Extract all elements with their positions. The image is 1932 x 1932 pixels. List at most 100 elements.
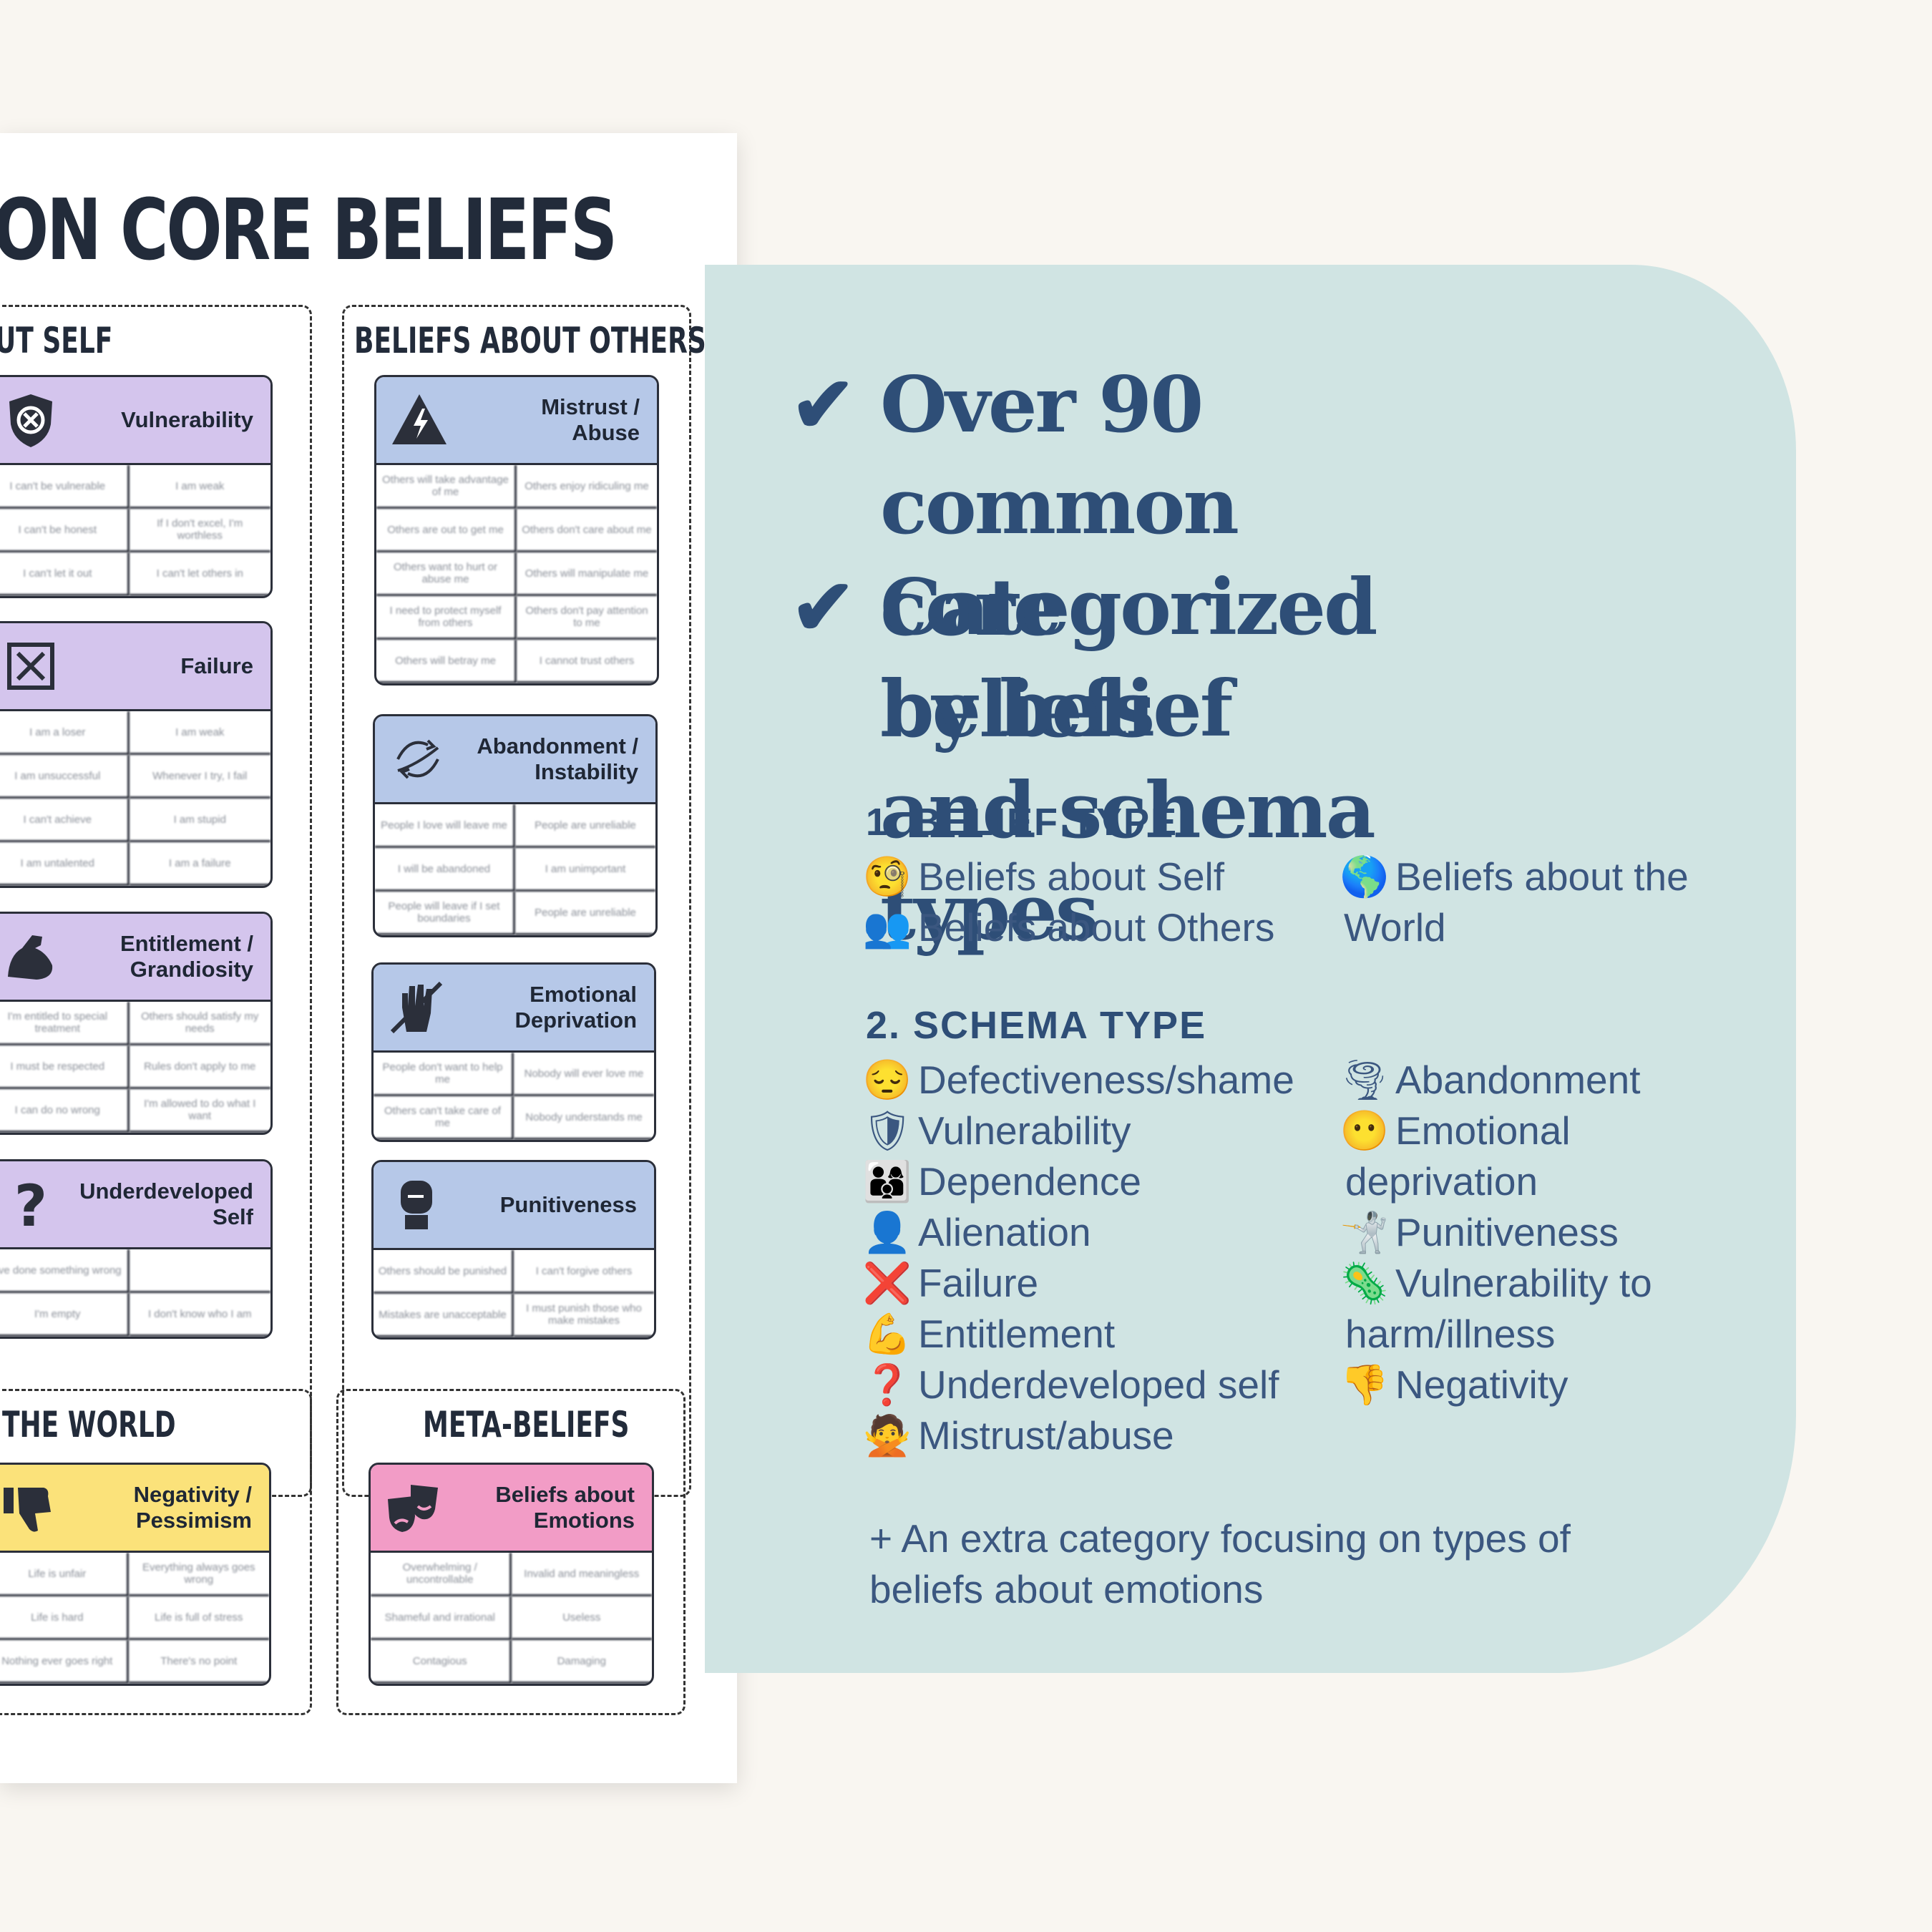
belief-cell: I must punish those who make mistakes: [514, 1294, 654, 1337]
schema-emoji-icon: 🌪: [1340, 1058, 1390, 1102]
belief-cell: I am a failure: [129, 842, 270, 886]
belief-cell: I cannot trust others: [517, 640, 657, 683]
belief-cell: I am untalented: [0, 842, 130, 886]
globe-icon: 🌎: [1340, 854, 1390, 899]
theater-masks-icon: [388, 1485, 438, 1532]
belief-cell: Mistakes are unacceptable: [374, 1294, 514, 1337]
belief-cell: I can't forgive others: [514, 1250, 654, 1294]
schema-label: Entitlement: [918, 1312, 1116, 1356]
card-entitlement: Entitlement / Grandiosity I'm entitled t…: [0, 912, 273, 1135]
belief-cell: Damaging: [511, 1640, 652, 1684]
belief-cell: Nobody understands me: [514, 1096, 654, 1140]
schema-type-item: ❓ Underdeveloped self: [862, 1360, 1279, 1410]
card-label: Punitiveness: [499, 1192, 637, 1217]
belief-cell: I am stupid: [129, 799, 270, 842]
belief-cell: Others will manipulate me: [517, 552, 657, 596]
schema-type-item: 😔 Defectiveness/shame: [862, 1055, 1294, 1106]
belief-cell: I've done something wrong: [0, 1249, 130, 1293]
schema-label: Defectiveness/shame: [918, 1058, 1294, 1102]
belief-type-item-continued: World: [1344, 905, 1446, 950]
belief-cell: Rules don't apply to me: [129, 1045, 270, 1089]
belief-cell: Overwhelming / uncontrollable: [371, 1553, 512, 1596]
belief-cell: Invalid and meaningless: [511, 1553, 652, 1596]
schema-emoji-icon: 👨‍👩‍👦: [862, 1159, 912, 1204]
section-title-world: THE WORLD: [2, 1404, 176, 1445]
belief-cell: Others will take advantage of me: [376, 465, 517, 509]
no-hand-icon: [390, 981, 443, 1034]
belief-cell: People I love will leave me: [375, 804, 515, 848]
checkmark-icon: ✔: [791, 360, 856, 450]
schema-label: harm/illness: [1345, 1312, 1556, 1356]
card-punitiveness: Punitiveness Others should be punished I…: [371, 1160, 656, 1340]
tornado-arrows-icon: [396, 739, 439, 779]
belief-cell: People are unreliable: [515, 892, 655, 935]
schema-type-item: 😶 Emotional: [1340, 1106, 1571, 1156]
schema-label: Failure: [918, 1261, 1039, 1305]
belief-cell: Nothing ever goes right: [0, 1640, 129, 1684]
schema-type-item: 👎 Negativity: [1340, 1360, 1568, 1410]
schema-emoji-icon: ❓: [862, 1362, 912, 1407]
flexed-arm-icon: [8, 935, 53, 980]
card-label: Failure: [180, 653, 253, 678]
card-emotional-deprivation: Emotional Deprivation People don't want …: [371, 962, 656, 1142]
section-title-meta: META-BELIEFS: [423, 1404, 630, 1445]
question-mark-icon: ?: [14, 1174, 47, 1234]
worksheet-page: ON CORE BELIEFS UT SELF BELIEFS ABOUT OT…: [0, 133, 737, 1783]
belief-cell: I am unsuccessful: [0, 755, 130, 799]
schema-label: Vulnerability to: [1395, 1261, 1652, 1305]
belief-cell: I'm empty: [0, 1293, 130, 1337]
card-label: Abandonment / Instability: [477, 733, 638, 784]
schema-type-heading: 2. SCHEMA TYPE: [866, 1004, 1207, 1047]
schema-label: Vulnerability: [918, 1108, 1131, 1153]
schema-emoji-icon: 👎: [1340, 1362, 1390, 1407]
belief-cell: If I don't excel, I'm worthless: [129, 509, 270, 552]
schema-label: deprivation: [1345, 1159, 1538, 1204]
belief-cell: Others can't take care of me: [374, 1096, 514, 1140]
schema-emoji-icon: ❌: [862, 1261, 912, 1305]
belief-cell: Others enjoy ridiculing me: [517, 465, 657, 509]
card-label: Negativity / Pessimism: [133, 1482, 252, 1533]
belief-cell: Everything always goes wrong: [128, 1553, 269, 1596]
belief-cell: I can do no wrong: [0, 1089, 130, 1133]
x-box-icon: [7, 643, 54, 690]
belief-type-heading: 1. BELIEF TYPE: [866, 801, 1179, 844]
card-negativity-pessimism: Negativity / Pessimism Life is unfair Ev…: [0, 1463, 271, 1686]
belief-cell: Useless: [511, 1596, 652, 1640]
belief-cell: I'm allowed to do what I want: [129, 1089, 270, 1133]
belief-cell: Life is full of stress: [128, 1596, 269, 1640]
schema-label: Underdeveloped self: [918, 1362, 1279, 1407]
worksheet-title: ON CORE BELIEFS: [0, 180, 618, 279]
card-vulnerability: Vulnerability I can't be vulnerable I am…: [0, 375, 273, 598]
belief-cell: Others should be punished: [374, 1250, 514, 1294]
schema-emoji-icon: 💪: [862, 1312, 912, 1356]
belief-cell: I am weak: [129, 465, 270, 509]
belief-cell: Life is unfair: [0, 1553, 129, 1596]
headline-2-text: Categorized by belief and schema types: [880, 562, 1378, 957]
belief-cell: I'm entitled to special treatment: [0, 1002, 130, 1045]
schema-label: Emotional: [1395, 1108, 1571, 1153]
schema-type-item: 🙅 Mistrust/abuse: [862, 1410, 1174, 1461]
schema-type-item: harm/illness: [1345, 1309, 1555, 1360]
headline-1-text: Over 90 common core beliefs: [880, 360, 1239, 755]
belief-cell: Others should satisfy my needs: [129, 1002, 270, 1045]
card-label: Underdeveloped Self: [79, 1179, 253, 1229]
belief-cell: People don't want to help me: [374, 1053, 514, 1096]
belief-cell: I can't be honest: [0, 509, 130, 552]
schema-emoji-icon: 🤺: [1340, 1210, 1390, 1254]
card-label: Mistrust / Abuse: [541, 394, 640, 445]
thumbs-down-icon: [4, 1488, 51, 1532]
schema-type-item: 🛡 Vulnerability: [862, 1106, 1131, 1156]
belief-cell: People are unreliable: [515, 804, 655, 848]
schema-emoji-icon: 😔: [862, 1058, 912, 1102]
checkmark-icon: ✔: [791, 562, 856, 653]
belief-cell: I can't let it out: [0, 552, 130, 596]
schema-type-item: 👤 Alienation: [862, 1207, 1091, 1258]
belief-cell: Life is hard: [0, 1596, 129, 1640]
schema-label: Abandonment: [1395, 1058, 1641, 1102]
boxing-glove-icon: [401, 1181, 432, 1229]
belief-cell: I will be abandoned: [375, 848, 515, 892]
card-mistrust-abuse: Mistrust / Abuse Others will take advant…: [374, 375, 659, 686]
section-title-self: UT SELF: [0, 320, 113, 361]
schema-label: Punitiveness: [1395, 1210, 1619, 1254]
belief-cell: I must be respected: [0, 1045, 130, 1089]
